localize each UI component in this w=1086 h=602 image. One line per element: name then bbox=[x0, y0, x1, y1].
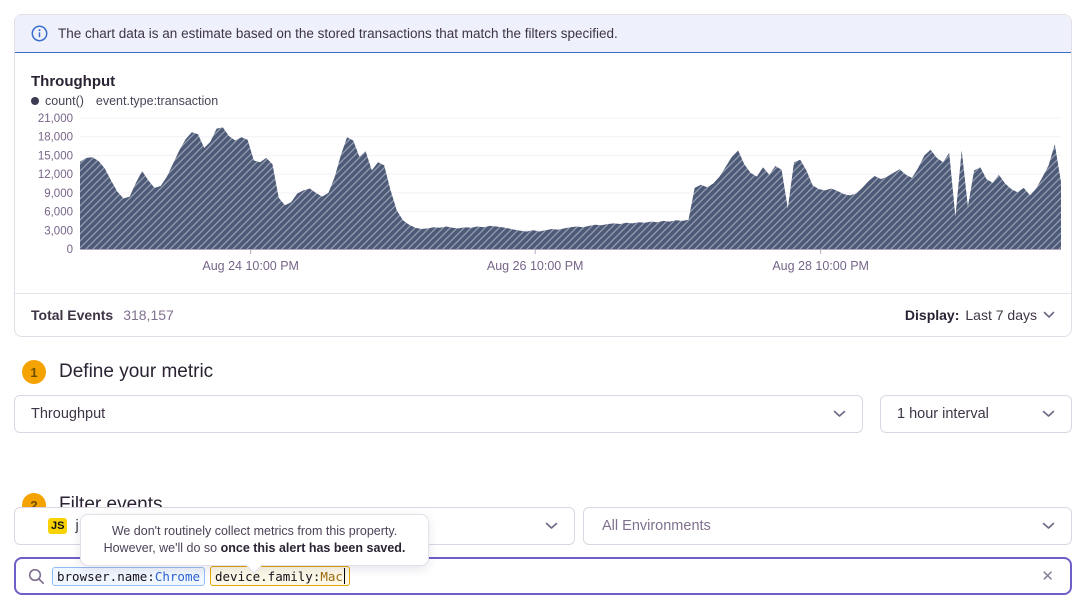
tooltip-line2-bold: once this alert has been saved. bbox=[220, 540, 406, 555]
svg-text:6,000: 6,000 bbox=[44, 207, 73, 219]
chart-footer: Total Events 318,157 Display: Last 7 day… bbox=[15, 293, 1071, 336]
environment-select-value: All Environments bbox=[602, 518, 711, 534]
svg-text:Aug 28 10:00 PM: Aug 28 10:00 PM bbox=[772, 259, 869, 273]
chevron-down-icon bbox=[833, 410, 846, 417]
svg-text:18,000: 18,000 bbox=[38, 132, 73, 144]
chevron-down-icon bbox=[545, 522, 558, 529]
estimate-banner: The chart data is an estimate based on t… bbox=[15, 15, 1071, 53]
total-events-value: 318,157 bbox=[123, 307, 174, 323]
svg-text:15,000: 15,000 bbox=[38, 150, 73, 162]
define-metric-title: Define your metric bbox=[59, 361, 214, 382]
search-token-list: browser.name: Chrome device.family: Mac bbox=[52, 566, 1030, 586]
clear-search-icon[interactable]: ✕ bbox=[1041, 568, 1054, 585]
banner-text: The chart data is an estimate based on t… bbox=[58, 26, 618, 41]
svg-text:3,000: 3,000 bbox=[44, 225, 73, 237]
search-token-device-family[interactable]: device.family: Mac bbox=[210, 566, 351, 586]
chevron-down-icon bbox=[1042, 522, 1055, 529]
environment-select[interactable]: All Environments bbox=[583, 507, 1072, 545]
chevron-down-icon bbox=[1042, 410, 1055, 417]
metric-row: Throughput 1 hour interval bbox=[14, 395, 1072, 433]
chart-section: Throughput count() event.type:transactio… bbox=[15, 53, 1071, 293]
svg-text:0: 0 bbox=[67, 244, 73, 256]
chart-legend: count() event.type:transaction bbox=[31, 94, 1061, 108]
chart-title: Throughput bbox=[31, 73, 116, 90]
tooltip-line2-prefix: However, we'll do so bbox=[103, 540, 221, 555]
legend-dot bbox=[31, 97, 39, 105]
text-caret bbox=[343, 568, 346, 584]
info-icon bbox=[31, 25, 48, 42]
svg-text:9,000: 9,000 bbox=[44, 188, 73, 200]
tooltip-line1: We don't routinely collect metrics from … bbox=[111, 524, 398, 538]
chart-panel: The chart data is an estimate based on t… bbox=[14, 14, 1072, 337]
step-1-badge: 1 bbox=[22, 360, 46, 384]
svg-text:21,000: 21,000 bbox=[38, 113, 73, 125]
chevron-down-icon bbox=[1043, 311, 1055, 318]
legend-query-label: event.type:transaction bbox=[95, 94, 219, 108]
total-events-label: Total Events bbox=[31, 307, 114, 323]
svg-text:12,000: 12,000 bbox=[38, 169, 73, 181]
display-value: Last 7 days bbox=[965, 307, 1037, 323]
svg-text:Aug 26 10:00 PM: Aug 26 10:00 PM bbox=[487, 259, 584, 273]
display-range-dropdown[interactable]: Display: Last 7 days bbox=[905, 307, 1055, 323]
javascript-platform-icon: JS bbox=[48, 518, 68, 534]
interval-select-value: 1 hour interval bbox=[897, 406, 989, 422]
search-token-browser-name[interactable]: browser.name: Chrome bbox=[52, 566, 205, 586]
display-label: Display: bbox=[904, 307, 960, 323]
svg-text:Aug 24 10:00 PM: Aug 24 10:00 PM bbox=[202, 259, 299, 273]
metric-select-value: Throughput bbox=[31, 406, 106, 422]
metrics-collection-tooltip: We don't routinely collect metrics from … bbox=[80, 514, 429, 566]
legend-series-label: count() bbox=[45, 94, 84, 108]
project-name: j bbox=[75, 518, 79, 534]
define-metric-section-header: 1 Define your metric bbox=[22, 360, 213, 384]
throughput-chart: 0 3,000 6,000 9,000 12,000 15,000 18,000 21,000… bbox=[38, 113, 1061, 273]
metric-select[interactable]: Throughput bbox=[14, 395, 863, 433]
interval-select[interactable]: 1 hour interval bbox=[880, 395, 1072, 433]
search-icon bbox=[28, 568, 44, 584]
